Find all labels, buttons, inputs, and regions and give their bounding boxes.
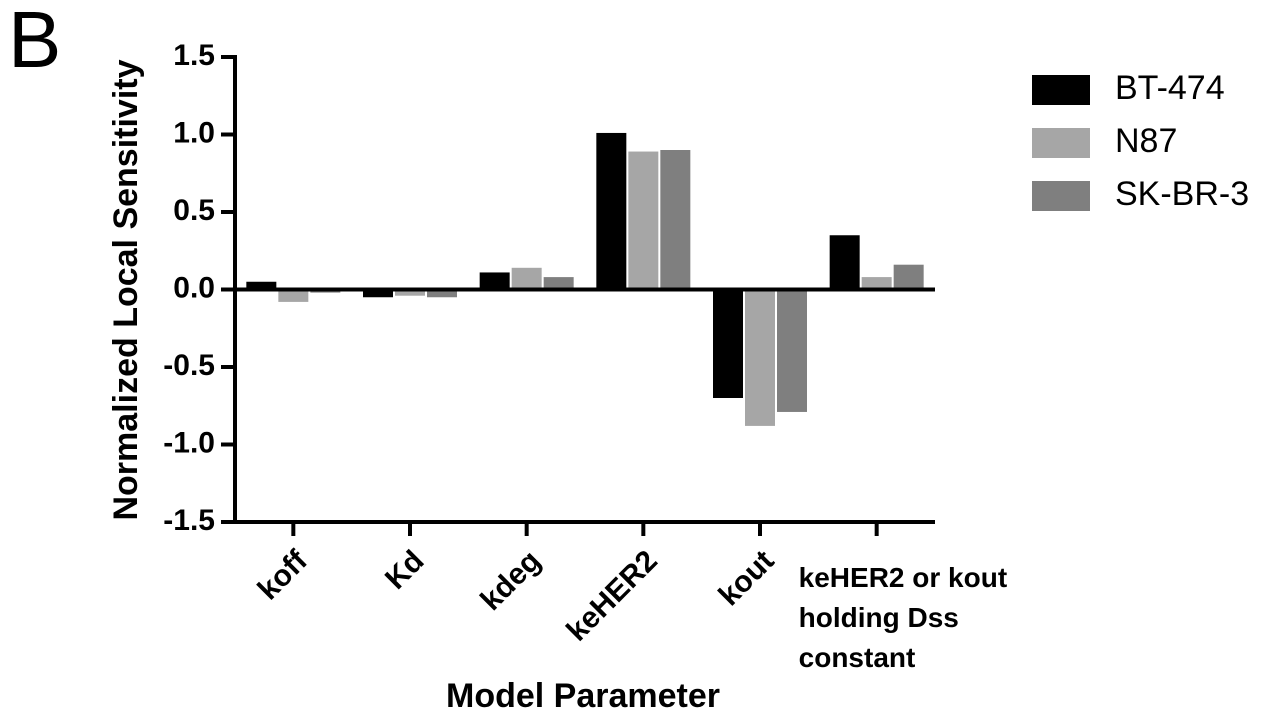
legend-swatch xyxy=(1032,75,1090,105)
bar xyxy=(660,150,691,290)
bar xyxy=(479,272,510,290)
x-tick-label: kout xyxy=(712,544,780,612)
legend-swatch xyxy=(1032,128,1090,158)
x-tick-label-line: constant xyxy=(799,642,916,673)
x-tick-label: Kd xyxy=(379,544,431,596)
bar xyxy=(596,132,627,290)
legend-label: N87 xyxy=(1115,122,1177,160)
bar xyxy=(511,267,542,290)
bar xyxy=(777,289,807,412)
x-tick-label-line: holding Dss xyxy=(799,602,959,633)
bar xyxy=(745,289,775,426)
y-tick-label: 1.5 xyxy=(173,39,215,72)
legend-swatch xyxy=(1032,181,1090,211)
legend-label: SK-BR-3 xyxy=(1115,175,1249,213)
bar xyxy=(395,289,425,296)
x-axis-label: Model Parameter xyxy=(446,677,720,715)
bar xyxy=(893,264,924,290)
x-tick-label-line: keHER2 or kout xyxy=(799,562,1008,593)
y-tick-label: -1.0 xyxy=(163,426,215,459)
bar xyxy=(363,289,393,298)
bar xyxy=(861,277,892,290)
bar xyxy=(628,151,659,290)
y-tick-label: 0.0 xyxy=(173,271,215,304)
y-tick-label: 1.0 xyxy=(173,116,215,149)
x-tick-label: kdeg xyxy=(474,544,547,617)
y-tick-label: 0.5 xyxy=(173,194,215,227)
bar xyxy=(829,235,860,290)
bar xyxy=(278,289,309,302)
x-tick-label: keHER2 or kout holding Dss constant xyxy=(799,562,1008,673)
bar xyxy=(246,281,277,290)
x-tick-label: koff xyxy=(252,544,315,607)
legend-label: BT-474 xyxy=(1115,69,1225,107)
panel-label: B xyxy=(8,0,61,84)
bar xyxy=(543,277,574,290)
y-tick-label: -0.5 xyxy=(163,349,215,382)
y-tick-label: -1.5 xyxy=(163,504,215,537)
y-axis-label: Normalized Local Sensitivity xyxy=(107,59,145,520)
bar xyxy=(713,289,743,398)
x-tick-label: keHER2 xyxy=(560,544,664,648)
bar xyxy=(427,289,457,298)
